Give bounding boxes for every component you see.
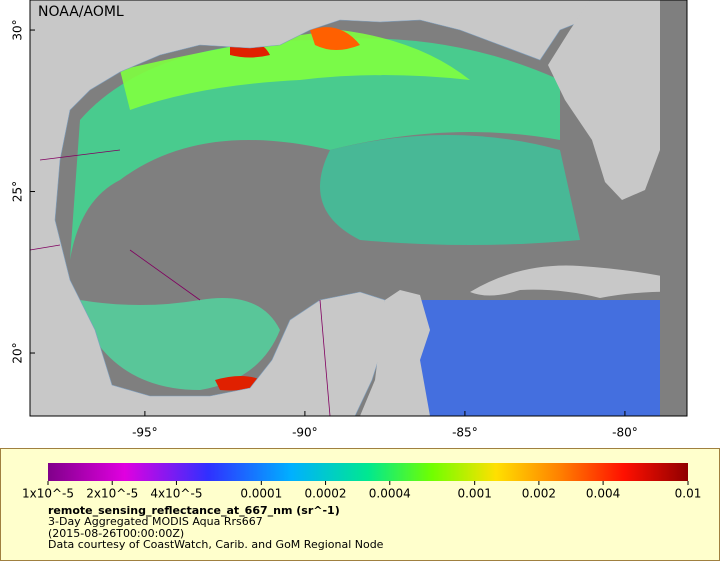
colorbar-tick-label: 0.01 xyxy=(675,487,702,501)
no-data xyxy=(660,0,687,416)
colorbar-tick-label: 0.0004 xyxy=(369,487,411,501)
map-area xyxy=(30,0,687,416)
legend-line: Data courtesy of CoastWatch, Carib. and … xyxy=(48,538,384,551)
data-patch xyxy=(310,27,360,50)
data-patch xyxy=(70,38,560,261)
legend-line: (2015-08-26T00:00:00Z) xyxy=(48,527,184,540)
colorbar-tick-label: 2x10^-5 xyxy=(86,487,138,501)
x-tick-label: -90° xyxy=(292,426,318,440)
x-tick-label: -95° xyxy=(132,426,158,440)
data-patch xyxy=(390,300,660,416)
land xyxy=(30,0,591,416)
colorbar-tick-label: 0.002 xyxy=(522,487,556,501)
y-tick-label: 20° xyxy=(11,342,25,363)
colorbar xyxy=(48,463,688,481)
x-tick-label: -85° xyxy=(452,426,478,440)
x-tick-label: -80° xyxy=(612,426,638,440)
colorbar-tick-label: 0.0002 xyxy=(305,487,347,501)
legend-variable: remote_sensing_reflectance_at_667_nm (sr… xyxy=(48,504,340,517)
data-patch xyxy=(80,298,280,390)
land xyxy=(360,290,430,416)
border xyxy=(30,149,331,416)
land xyxy=(470,265,687,298)
watermark: NOAA/AOML xyxy=(38,4,124,20)
legend-line: 3-Day Aggregated MODIS Aqua Rrs667 xyxy=(48,515,263,528)
y-tick-label: 25° xyxy=(11,181,25,202)
y-tick-label: 30° xyxy=(11,19,25,40)
colorbar-tick-label: 1x10^-5 xyxy=(22,487,74,501)
colorbar-tick-label: 0.0001 xyxy=(240,487,282,501)
data-patch xyxy=(320,135,580,245)
colorbar-tick-label: 0.001 xyxy=(457,487,491,501)
colorbar-tick-label: 0.004 xyxy=(586,487,620,501)
land xyxy=(548,0,660,200)
data-patch xyxy=(120,30,470,110)
map-frame xyxy=(29,0,688,417)
colorbar-tick-label: 4x10^-5 xyxy=(150,487,202,501)
